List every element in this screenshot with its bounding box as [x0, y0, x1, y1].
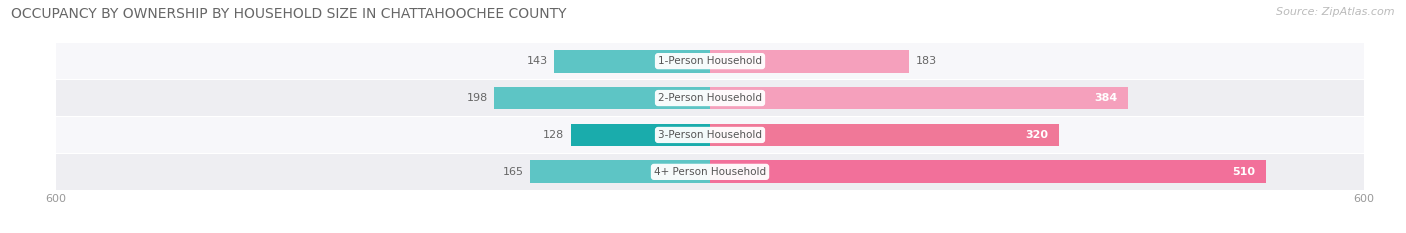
Text: 1-Person Household: 1-Person Household [658, 56, 762, 66]
Bar [710, 123, 1059, 146]
Bar [495, 87, 710, 110]
Bar [710, 87, 1129, 110]
Text: OCCUPANCY BY OWNERSHIP BY HOUSEHOLD SIZE IN CHATTAHOOCHEE COUNTY: OCCUPANCY BY OWNERSHIP BY HOUSEHOLD SIZE… [11, 7, 567, 21]
Text: 165: 165 [503, 167, 523, 177]
Text: 320: 320 [1025, 130, 1047, 140]
Bar [530, 161, 710, 183]
Bar [56, 43, 1364, 79]
Bar [571, 123, 710, 146]
Bar [56, 117, 1364, 153]
Bar [56, 80, 1364, 116]
Text: 3-Person Household: 3-Person Household [658, 130, 762, 140]
Text: 183: 183 [915, 56, 936, 66]
Text: 2-Person Household: 2-Person Household [658, 93, 762, 103]
Bar [710, 50, 910, 72]
Text: 198: 198 [467, 93, 488, 103]
Text: 143: 143 [527, 56, 548, 66]
Bar [554, 50, 710, 72]
Bar [710, 161, 1265, 183]
Text: Source: ZipAtlas.com: Source: ZipAtlas.com [1277, 7, 1395, 17]
Bar [56, 154, 1364, 190]
Text: 510: 510 [1232, 167, 1256, 177]
Text: 384: 384 [1094, 93, 1118, 103]
Text: 4+ Person Household: 4+ Person Household [654, 167, 766, 177]
Text: 128: 128 [543, 130, 564, 140]
